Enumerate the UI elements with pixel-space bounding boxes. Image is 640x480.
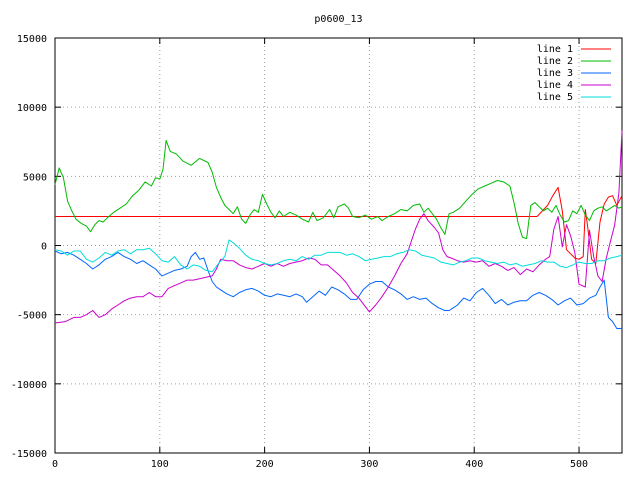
y-tick-label: -10000: [11, 380, 47, 391]
series-lines: [54, 130, 623, 329]
series-line-line-4: [54, 130, 623, 324]
x-tick-label: 0: [52, 459, 58, 470]
legend-label: line 3: [537, 68, 573, 79]
legend-label: line 5: [537, 92, 573, 103]
x-tick-label: 200: [256, 459, 274, 470]
series-line-line-2: [54, 139, 623, 240]
x-tick-label: 100: [151, 459, 169, 470]
legend-label: line 4: [537, 80, 573, 91]
y-tick-label: 0: [41, 242, 47, 253]
y-tick-label: 10000: [17, 103, 47, 114]
grid-lines: [55, 38, 622, 453]
y-tick-label: 5000: [23, 172, 47, 183]
x-tick-label: 300: [360, 459, 378, 470]
y-tick-label: -5000: [17, 311, 47, 322]
y-tick-label: -15000: [11, 449, 47, 460]
axis-ticks: 0 100 200 300 400 500 -15000 -10000 -5000 0 5000 10…: [11, 34, 622, 470]
x-tick-label: 500: [570, 459, 588, 470]
series-line-line-5: [54, 239, 623, 273]
legend-label: line 1: [537, 44, 573, 55]
series-line-line-3: [54, 250, 622, 329]
legend-label: line 2: [537, 56, 573, 67]
chart-title: p0600_13: [314, 14, 362, 25]
x-tick-label: 400: [465, 459, 483, 470]
y-tick-label: 15000: [17, 34, 47, 45]
series-line-line-1: [55, 186, 623, 264]
